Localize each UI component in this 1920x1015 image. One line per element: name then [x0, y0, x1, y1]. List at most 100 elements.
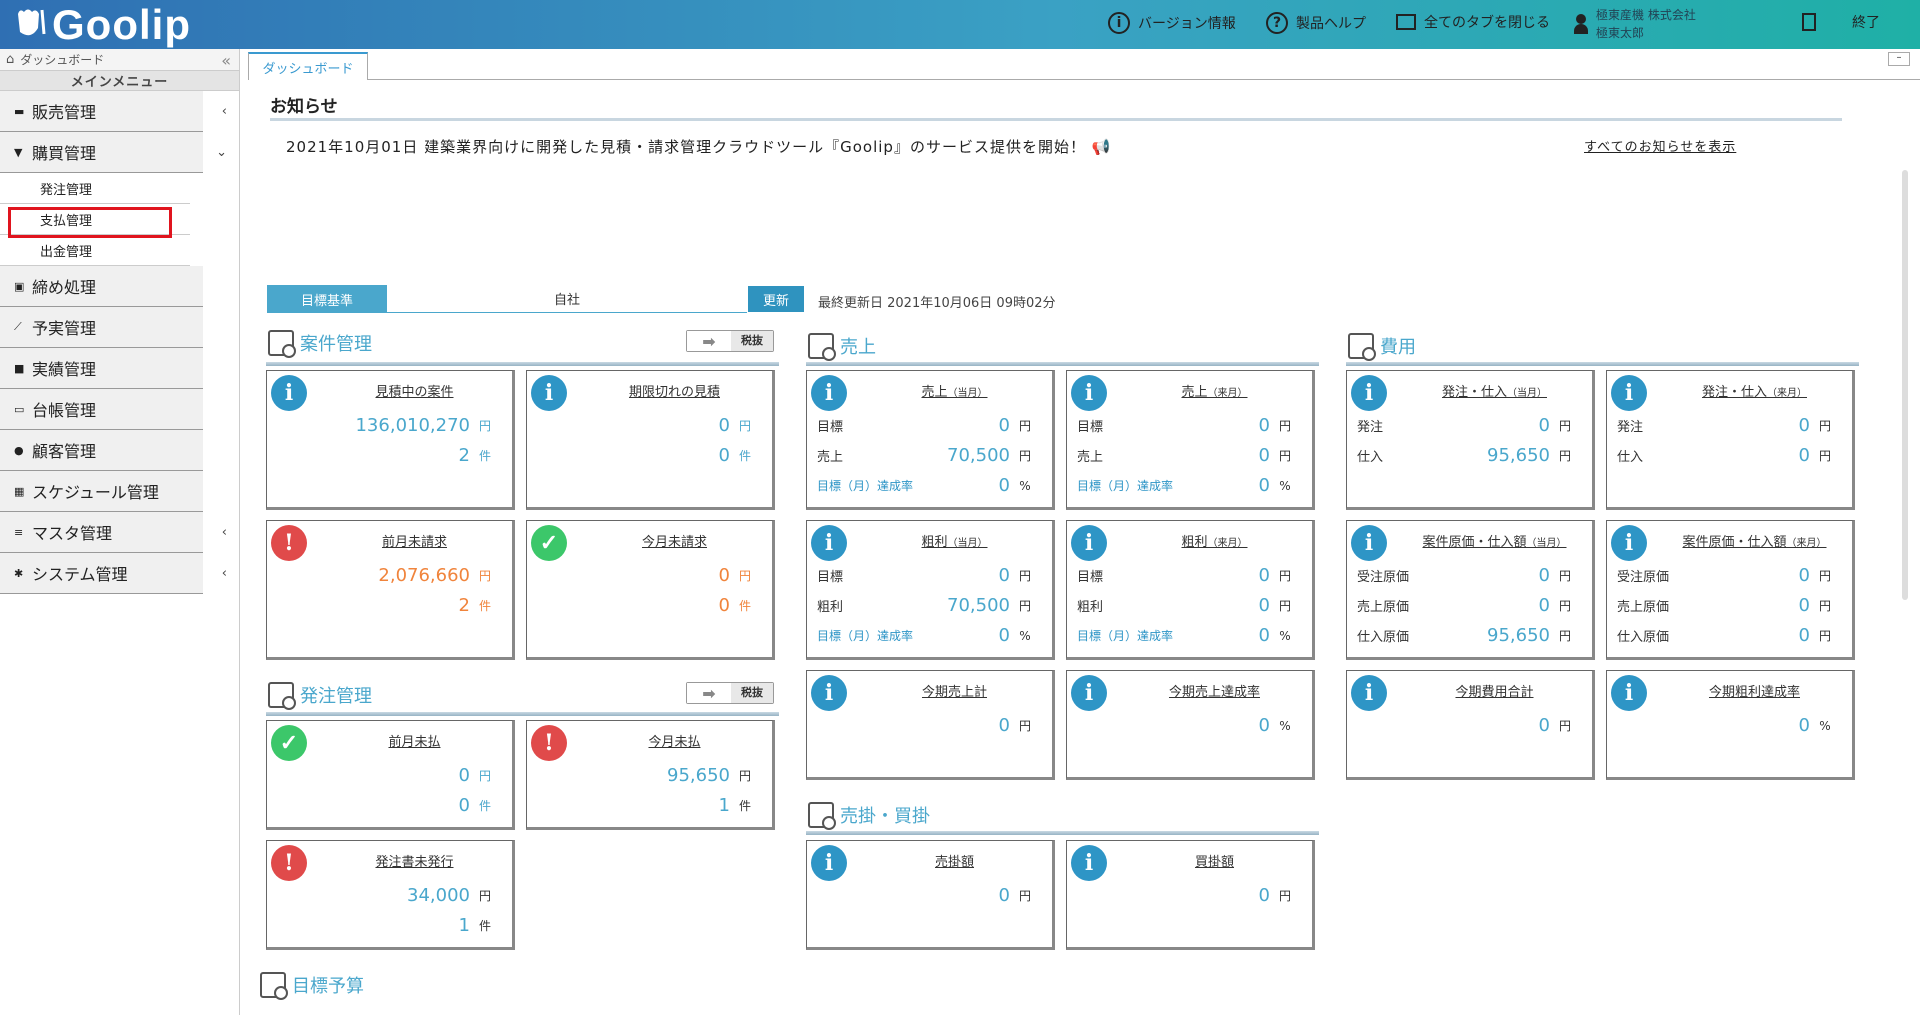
- bookmark-icon: ■: [14, 361, 25, 375]
- folder-icon: [1396, 14, 1416, 30]
- minimize-icon[interactable]: –: [1888, 52, 1910, 66]
- info-icon: i: [1071, 525, 1107, 561]
- info-icon: i: [811, 845, 847, 881]
- dashboard-content: お知らせ 2021年10月01日 建築業界向けに開発した見積・請求管理クラウドツ…: [248, 80, 1920, 1015]
- brand-name: Goolip: [52, 1, 191, 48]
- card-gross-current[interactable]: i 粗利（当月） 目標 0 円 粗利 70,500 円 目標（月）達成率 0%: [806, 520, 1055, 660]
- card-period-sales-rate[interactable]: i 今期売上達成率 0%: [1066, 670, 1315, 780]
- sidebar-item-results[interactable]: ■ 実績管理: [0, 348, 203, 389]
- search-doc-icon: [268, 682, 296, 710]
- help-icon: ?: [1266, 12, 1288, 34]
- sidebar-item-purchasing[interactable]: ▼ 購買管理 ⌄: [0, 132, 227, 173]
- cart-icon: ▼: [14, 145, 23, 159]
- section-urikake: 売掛・買掛: [808, 802, 930, 830]
- search-doc-icon: [268, 330, 296, 358]
- alert-icon: !: [531, 725, 567, 761]
- info-icon: i: [811, 525, 847, 561]
- collapse-sidebar-icon[interactable]: «: [221, 51, 231, 70]
- tulip-logo-icon: [18, 9, 46, 36]
- user-info[interactable]: 極東産機 株式会社 極東太郎: [1574, 6, 1696, 42]
- news-title: お知らせ: [270, 97, 338, 117]
- update-button[interactable]: 更新: [747, 285, 805, 313]
- section-bar: [806, 831, 1319, 835]
- section-bar: [266, 362, 779, 366]
- exit-button[interactable]: 終了: [1802, 12, 1880, 32]
- tax-toggle-anken[interactable]: ➡ 税抜: [686, 330, 774, 352]
- section-bar: [1346, 362, 1859, 366]
- target-basis-select[interactable]: 自社: [387, 285, 747, 313]
- card-cost-next[interactable]: i 案件原価・仕入額（来月） 受注原価 0 円 売上原価 0 円 仕入原価 0 円: [1606, 520, 1855, 660]
- card-gross-next[interactable]: i 粗利（来月） 目標 0 円 粗利 0 円 目標（月）達成率 0%: [1066, 520, 1315, 660]
- app-logo[interactable]: Goolip: [14, 1, 191, 48]
- chevron-down-icon: ⌄: [216, 144, 227, 160]
- book-icon: ▭: [14, 402, 25, 416]
- vertical-scrollbar[interactable]: [1902, 170, 1908, 600]
- news-divider: [270, 118, 1842, 121]
- card-cost-current[interactable]: i 案件原価・仕入額（当月） 受注原価 0 円 売上原価 0 円 仕入原価 95,650 円: [1346, 520, 1595, 660]
- sidebar-item-master[interactable]: ≡ マスタ管理 ‹: [0, 512, 227, 553]
- sidebar-item-sales[interactable]: ▬ 販売管理 ‹: [0, 91, 227, 132]
- user-icon: [1574, 14, 1588, 34]
- target-basis-row: 目標基準 自社 更新: [267, 285, 812, 313]
- section-bar: [806, 362, 1319, 366]
- arrow-right-icon: ➡: [687, 331, 731, 351]
- edit-icon: ▣: [14, 279, 25, 293]
- sidebar-home[interactable]: ⌂ ダッシュボード «: [0, 49, 239, 71]
- sidebar-item-ledger[interactable]: ▭ 台帳管理: [0, 389, 203, 430]
- info-icon: i: [1108, 12, 1130, 34]
- alert-icon: !: [271, 845, 307, 881]
- info-icon: i: [271, 375, 307, 411]
- info-icon: i: [811, 375, 847, 411]
- sidebar-sub-payments[interactable]: 支払管理: [0, 204, 190, 238]
- card-sales-next[interactable]: i 売上（来月） 目標 0 円 売上 0 円 目標（月）達成率 0%: [1066, 370, 1315, 510]
- close-all-tabs-button[interactable]: 全てのタブを閉じる: [1396, 12, 1550, 32]
- arrow-right-icon: ➡: [687, 683, 731, 703]
- line-chart-icon: ⟋: [14, 320, 22, 333]
- news-item[interactable]: 2021年10月01日 建築業界向けに開発した見積・請求管理クラウドツール『Go…: [286, 138, 1112, 156]
- sidebar-item-system[interactable]: ✱ システム管理 ‹: [0, 553, 227, 594]
- info-icon: i: [1611, 675, 1647, 711]
- yen-doc-icon: [808, 333, 836, 361]
- tab-dashboard[interactable]: ダッシュボード: [248, 52, 368, 80]
- info-icon: i: [1071, 375, 1107, 411]
- section-hiyo: 費用: [1348, 333, 1416, 361]
- card-sales-current[interactable]: i 売上（当月） 目標 0 円 売上 70,500 円 目標（月）達成率 0%: [806, 370, 1055, 510]
- card-order-purchase-next[interactable]: i 発注・仕入（来月） 発注 0 円 仕入 0 円: [1606, 370, 1855, 510]
- sidebar-item-closing[interactable]: ▣ 締め処理: [0, 266, 203, 307]
- all-news-link[interactable]: すべてのお知らせを表示: [1584, 140, 1737, 155]
- megaphone-icon: 📢: [1091, 138, 1112, 156]
- version-info-button[interactable]: i バージョン情報: [1108, 12, 1236, 34]
- app-header: Goolip i バージョン情報 ? 製品ヘルプ 全てのタブを閉じる 極東産機 株式…: [0, 0, 1920, 49]
- register-icon: ▬: [14, 104, 25, 118]
- sidebar-sub-disbursements[interactable]: 出金管理: [0, 235, 190, 266]
- calendar-icon: ▦: [14, 484, 25, 498]
- sidebar-item-schedule[interactable]: ▦ スケジュール管理: [0, 471, 203, 512]
- user-name: 極東太郎: [1596, 26, 1645, 40]
- tax-toggle-hatchu[interactable]: ➡ 税抜: [686, 682, 774, 704]
- home-icon: ⌂: [6, 52, 15, 67]
- card-order-purchase-current[interactable]: i 発注・仕入（当月） 発注 0 円 仕入 95,650 円: [1346, 370, 1595, 510]
- chevron-left-icon: ‹: [221, 524, 227, 540]
- sidebar-item-customers[interactable]: ● 顧客管理: [0, 430, 203, 471]
- product-help-button[interactable]: ? 製品ヘルプ: [1266, 12, 1366, 34]
- ledger-icon: [808, 802, 836, 830]
- database-icon: ≡: [14, 525, 24, 539]
- section-anken: 案件管理: [268, 330, 372, 358]
- section-yosan: 目標予算: [260, 972, 364, 1000]
- sidebar-sub-orders[interactable]: 発注管理: [0, 173, 190, 204]
- sidebar-item-budget[interactable]: ⟋ 予実管理: [0, 307, 203, 348]
- last-updated: 最終更新日 2021年10月06日 09時02分: [818, 296, 1056, 311]
- bar-chart-icon: [260, 972, 288, 1000]
- card-period-gross-rate[interactable]: i 今期粗利達成率 0%: [1606, 670, 1855, 780]
